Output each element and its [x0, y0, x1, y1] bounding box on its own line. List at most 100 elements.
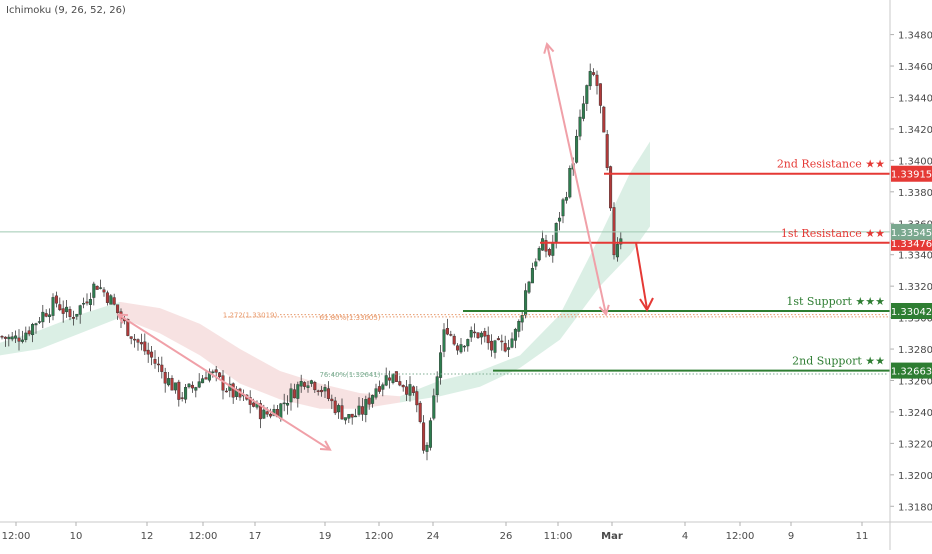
grid-layer	[0, 0, 890, 522]
candle-body	[564, 197, 568, 201]
candle-body	[265, 411, 269, 415]
candle-body	[541, 238, 545, 251]
candle-body	[37, 321, 41, 323]
measure-arrow-head	[543, 41, 555, 54]
candle-body	[337, 405, 341, 413]
candle-body	[507, 347, 511, 350]
candle-body	[323, 387, 327, 392]
candle-body	[167, 378, 171, 386]
x-tick-label: 17	[249, 531, 262, 542]
candle-body	[595, 74, 599, 86]
y-tick-label: 1.34600	[898, 62, 932, 73]
candle-body	[401, 385, 405, 388]
candle-body	[384, 375, 388, 386]
candle-body	[612, 207, 616, 256]
candle-body	[0, 335, 4, 338]
candle-body	[619, 238, 623, 245]
x-tick-label: 12:00	[189, 531, 218, 542]
x-tick-label: 12	[141, 531, 154, 542]
projection-arrow	[635, 242, 648, 310]
candle-body	[435, 376, 439, 396]
candle-body	[109, 295, 113, 305]
cloud-segment	[200, 323, 240, 384]
candle-body	[163, 372, 167, 384]
candle-body	[313, 382, 317, 391]
candle-body	[398, 381, 402, 386]
candle-body	[85, 301, 89, 304]
candle-body	[432, 395, 436, 419]
cloud-segment	[320, 383, 360, 409]
current-price-label: 1.33545	[891, 228, 932, 239]
candle-body	[156, 363, 160, 366]
candle-body	[354, 415, 358, 418]
annotation-lines-layer: 1.272(1.33019) 61.80%(1.33005) 76.40%(1.32…	[0, 41, 890, 451]
cloud-segment	[520, 314, 560, 368]
candle-body	[581, 103, 585, 119]
candle-body	[299, 381, 303, 387]
y-tick-label: 1.33800	[898, 188, 932, 199]
candle-body	[568, 167, 572, 198]
y-tick-label: 1.32600	[898, 376, 932, 387]
measure-arrow-head	[116, 313, 129, 324]
candle-body	[377, 386, 381, 392]
candle-body	[71, 317, 75, 319]
candle-body	[173, 382, 177, 391]
candle-body	[602, 106, 606, 133]
candle-body	[289, 388, 293, 403]
candles-layer	[0, 63, 623, 461]
cloud-segment	[40, 314, 80, 350]
y-tick-label: 1.34400	[898, 93, 932, 104]
level-price-label: 1.33915	[891, 170, 932, 181]
candle-body	[442, 329, 446, 352]
candle-body	[439, 352, 443, 378]
x-tick-label: 10	[70, 531, 83, 542]
candle-body	[333, 400, 337, 414]
candle-body	[320, 389, 324, 393]
cloud-segment	[360, 393, 400, 409]
level-name: 2nd Support ★★	[792, 355, 885, 368]
level-name: 1st Support ★★★	[786, 295, 885, 308]
candle-body	[479, 332, 483, 338]
candle-body	[75, 313, 79, 317]
measure-arrow-head	[598, 304, 610, 317]
candle-body	[92, 283, 96, 298]
candle-body	[486, 334, 490, 344]
candle-body	[371, 395, 375, 404]
level-price-tag	[891, 165, 932, 182]
candle-body	[269, 413, 273, 417]
candle-body	[24, 332, 28, 340]
candle-body	[500, 340, 504, 343]
candle-body	[112, 297, 116, 305]
candle-body	[180, 397, 184, 399]
candle-body	[367, 397, 371, 405]
candle-body	[187, 383, 191, 388]
candle-body	[170, 378, 174, 391]
y-tick-label: 1.32400	[898, 408, 932, 419]
y-tick-label: 1.33400	[898, 251, 932, 262]
cloud-segment	[0, 330, 40, 356]
candle-body	[34, 323, 38, 326]
candle-body	[99, 287, 103, 289]
candle-body	[449, 334, 453, 336]
candle-body	[58, 304, 62, 311]
candle-body	[411, 386, 415, 393]
x-tick-label: 12:00	[2, 531, 31, 542]
measure-arrow	[117, 313, 331, 451]
candle-body	[286, 403, 290, 406]
indicator-legend[interactable]: Ichimoku (9, 26, 52, 26)	[6, 5, 126, 16]
candle-body	[598, 83, 602, 106]
candle-body	[218, 372, 222, 377]
candle-body	[561, 199, 565, 217]
candle-body	[150, 351, 154, 358]
candle-body	[415, 391, 419, 406]
candle-body	[153, 359, 157, 364]
candle-body	[425, 444, 429, 452]
candle-body	[296, 384, 300, 399]
candle-body	[558, 217, 562, 222]
plot-background	[0, 0, 890, 522]
projection-arrow-head	[639, 297, 654, 313]
candle-body	[316, 390, 320, 392]
